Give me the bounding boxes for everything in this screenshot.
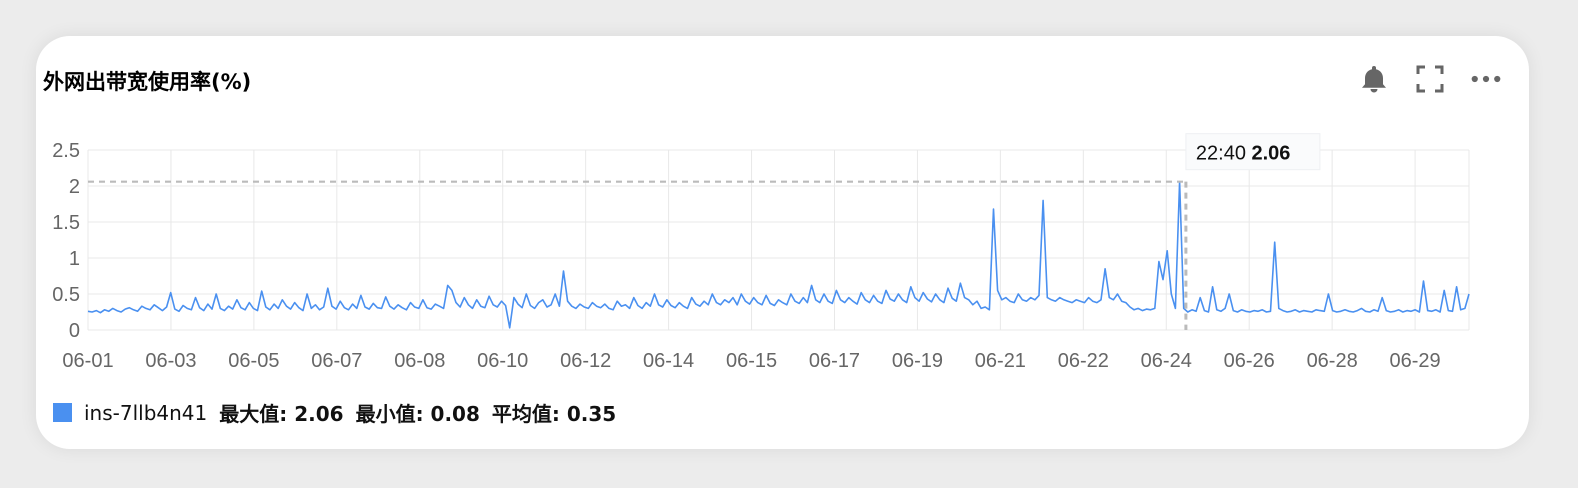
legend-swatch[interactable] bbox=[53, 403, 72, 422]
x-tick-label: 06-29 bbox=[1390, 350, 1441, 372]
legend-max: 最大值: 2.06 bbox=[219, 402, 344, 426]
legend-avg: 平均值: 0.35 bbox=[491, 402, 617, 426]
x-tick-label: 06-17 bbox=[809, 350, 860, 372]
legend-series-name[interactable]: ins-7llb4n41 bbox=[84, 400, 208, 425]
y-tick-label: 1.5 bbox=[52, 212, 80, 234]
tooltip-time: 22:40 bbox=[1196, 143, 1252, 165]
legend-min: 最小值: 0.08 bbox=[355, 402, 480, 426]
legend: ins-7llb4n41 最大值: 2.06 最小值: 0.08 平均值: 0.… bbox=[53, 398, 628, 427]
y-tick-label: 0.5 bbox=[52, 284, 80, 306]
x-tick-label: 06-28 bbox=[1307, 350, 1358, 372]
x-tick-label: 06-19 bbox=[892, 350, 943, 372]
line-chart: 0 0.5 1 1.5 2 2.5 06-01 06-03 06-05 06-07 06-08 06-… bbox=[52, 133, 1470, 372]
x-tick-label: 06-05 bbox=[228, 350, 279, 372]
x-tick-label: 06-01 bbox=[62, 350, 113, 372]
y-tick-label: 2 bbox=[69, 176, 80, 198]
x-tick-label: 06-21 bbox=[975, 350, 1026, 372]
y-tick-label: 2.5 bbox=[52, 140, 80, 162]
x-tick-label: 06-10 bbox=[477, 350, 528, 372]
chart-toolbar bbox=[1359, 64, 1501, 94]
chart-title: 外网出带宽使用率(%) bbox=[43, 70, 252, 94]
tooltip-value: 2.06 bbox=[1252, 143, 1291, 165]
series-line bbox=[87, 180, 1470, 329]
bell-icon[interactable] bbox=[1359, 64, 1389, 94]
chart-card: 外网出带宽使用率(%) 0 0.5 1 1.5 2 2.5 06-01 06-03 06-05 0… bbox=[36, 36, 1529, 449]
x-tick-label: 06-03 bbox=[145, 350, 196, 372]
tooltip-box bbox=[1185, 133, 1321, 171]
x-tick-label: 06-14 bbox=[643, 350, 694, 372]
more-icon[interactable] bbox=[1471, 64, 1501, 94]
x-tick-label: 06-22 bbox=[1058, 350, 1109, 372]
x-tick-label: 06-15 bbox=[726, 350, 777, 372]
x-tick-label: 06-26 bbox=[1224, 350, 1275, 372]
x-tick-label: 06-24 bbox=[1141, 350, 1192, 372]
x-tick-label: 06-08 bbox=[394, 350, 445, 372]
fullscreen-icon[interactable] bbox=[1415, 64, 1445, 94]
y-tick-label: 0 bbox=[69, 320, 80, 342]
y-tick-label: 1 bbox=[69, 248, 80, 270]
tooltip-text: 22:40 2.06 bbox=[1196, 143, 1291, 165]
x-tick-label: 06-07 bbox=[311, 350, 362, 372]
tooltip: 22:40 2.06 bbox=[1185, 133, 1321, 171]
x-tick-label: 06-12 bbox=[560, 350, 611, 372]
